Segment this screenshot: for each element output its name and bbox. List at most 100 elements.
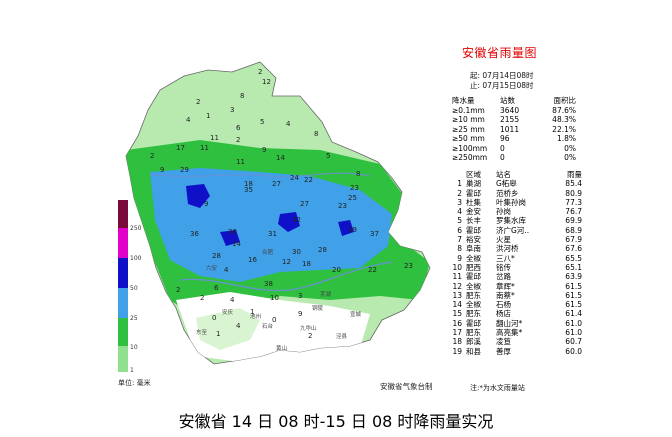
rain-value: 9 (204, 200, 208, 208)
ranking-cell: 67.9 (565, 235, 582, 245)
ranking-cell: 9 (457, 253, 462, 263)
rain-value: 2 (200, 294, 204, 302)
rain-value: 10 (270, 294, 279, 302)
ranking-row: 2 霍邱 范桥乡 80.9 (450, 189, 584, 198)
ranking-cell: 霍邱 (466, 188, 481, 198)
ranking-cell: 金安 (466, 207, 481, 217)
rain-value: 30 (292, 248, 301, 256)
stats-header-cell: 面积比 (553, 96, 577, 105)
ranking-row: 1 巢湖 G柘皋 85.4 (450, 179, 584, 188)
ranking-cell: 三八* (496, 253, 515, 263)
stats-row: ≥10 mm 2155 48.3% (450, 115, 578, 125)
rain-value: 2 (308, 332, 312, 340)
rain-value: 17 (176, 144, 185, 152)
ranking-row: 6 霍邱 济广G河.. 68.9 (450, 226, 584, 235)
ranking-cell: 肥东 (466, 290, 481, 300)
ranking-cell: 65.1 (565, 262, 582, 272)
ranking-cell: 和县 (466, 346, 481, 356)
place-label: 合肥 (262, 248, 274, 256)
stats-cell: ≥0.1mm (452, 105, 485, 115)
rain-value: 23 (338, 202, 347, 210)
ranking-cell: 翻山河* (496, 318, 523, 328)
rain-value: 6 (236, 124, 241, 132)
rain-value: 5 (260, 118, 264, 126)
ranking-cell: 8 (457, 244, 462, 254)
ranking-cell: 全椒 (466, 253, 481, 263)
rain-value: 27 (300, 200, 309, 208)
rain-value: 1 (206, 112, 210, 120)
ranking-cell: 18 (452, 337, 462, 347)
ranking-cell: 郎溪 (466, 337, 481, 347)
ranking-cell: 善厚 (496, 346, 511, 356)
figure-caption: 安徽省 14 日 08 时-15 日 08 时降雨量实况 (178, 412, 494, 431)
ranking-row: 3 杜集 叶集孙岗 77.3 (450, 198, 584, 207)
rain-value: 29 (180, 166, 189, 174)
stats-row: ≥250mm 0 0% (450, 153, 578, 163)
rainfall-stats-table: 降水量 站数 面积比 ≥0.1mm 3640 87.6% ≥10 mm 2155 48.3… (450, 96, 578, 163)
rain-value: 36 (190, 230, 199, 238)
ranking-cell: 肥东 (466, 309, 481, 319)
stats-row: ≥100mm 0 0% (450, 144, 578, 154)
rain-value: 23 (404, 262, 413, 270)
rain-value: 12 (282, 258, 291, 266)
place-label: 池州 (250, 312, 261, 320)
legend-swatch-10 (118, 318, 128, 346)
stats-cell: 48.3% (552, 115, 576, 124)
legend-unit: 单位: 毫米 (118, 379, 151, 387)
rain-value: 4 (286, 120, 291, 128)
ranking-cell: 80.9 (565, 188, 582, 198)
rain-value: 24 (290, 174, 299, 182)
rain-25mm-zone (150, 168, 392, 282)
stats-cell: 22.1% (552, 124, 576, 134)
rain-50mm-patch-center (278, 212, 300, 232)
stats-row: ≥25 mm 1011 22.1% (450, 125, 578, 135)
rain-value: 2 (176, 286, 180, 294)
stats-cell: ≥50 mm (452, 134, 485, 143)
ranking-cell: 凌笪 (496, 337, 511, 347)
ranking-header-cell: 雨量 (567, 170, 582, 179)
ranking-cell: 67.6 (565, 244, 582, 254)
ranking-cell: 阜南 (466, 244, 481, 254)
stats-cell: 2155 (500, 115, 520, 124)
rain-value: 9 (262, 146, 266, 154)
rain-value: 6 (214, 284, 219, 292)
stats-cell: 0% (564, 143, 576, 153)
rain-value: 39 (348, 226, 357, 234)
ranking-cell: 65.5 (565, 253, 582, 263)
ranking-row: 12 全椒 章辉* 61.5 (450, 282, 584, 291)
ranking-cell: 洪河桥 (496, 244, 519, 254)
ranking-cell: 3 (457, 197, 462, 207)
stats-cell: 96 (500, 134, 510, 143)
rain-value: 2 (150, 152, 154, 160)
rain-value: 42 (292, 216, 301, 224)
ranking-cell: 17 (452, 328, 462, 338)
rain-value: 18 (244, 180, 253, 188)
stats-cell: 3640 (500, 105, 520, 115)
stats-cell: ≥10 mm (452, 115, 485, 124)
rain-value: 38 (228, 228, 237, 236)
ranking-header-cell: 区域 (466, 170, 481, 179)
rain-value: 8 (314, 130, 318, 138)
rain-value: 4 (236, 322, 241, 330)
ranking-cell: 济广G河.. (496, 225, 530, 235)
ranking-cell: 全椒 (466, 281, 481, 291)
ranking-cell: 10 (452, 262, 462, 272)
rain-value: 2 (196, 98, 200, 106)
ranking-row: 4 金安 孙岗 76.7 (450, 207, 584, 216)
legend-tick: 25 (130, 315, 138, 322)
ranking-cell: 61.5 (565, 300, 582, 310)
ranking-cell: 叶集孙岗 (496, 197, 526, 207)
ranking-cell: 长丰 (466, 216, 481, 226)
ranking-header-cell: 站名 (496, 170, 511, 179)
ranking-cell: 霍邱 (466, 272, 481, 282)
legend-tick: 10 (130, 344, 138, 351)
ranking-cell: 61.5 (565, 281, 582, 291)
rain-value: 4 (186, 116, 191, 124)
legend-swatch-100 (118, 228, 128, 258)
rain-value: 28 (318, 246, 327, 254)
rain-value: 14 (276, 154, 285, 162)
place-label: 东至 (196, 328, 208, 336)
ranking-cell: 13 (452, 290, 462, 300)
ranking-cell: 6 (457, 225, 462, 235)
